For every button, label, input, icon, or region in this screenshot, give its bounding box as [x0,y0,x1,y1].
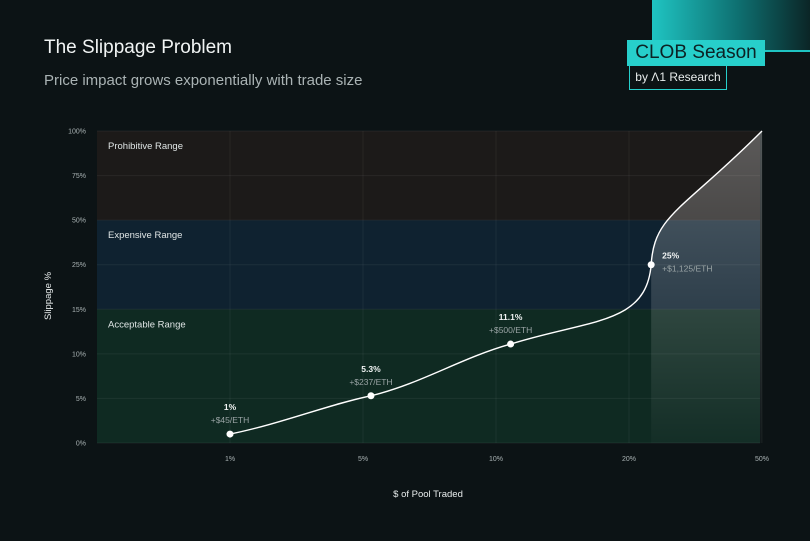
data-point [226,430,234,438]
band-2 [97,131,760,221]
data-point-sublabel: +$500/ETH [489,325,532,335]
band-label: Expensive Range [108,230,182,241]
x-tick-label: 5% [358,456,368,463]
x-tick-label: 20% [622,456,636,463]
y-axis-label: Slippage % [43,271,54,320]
data-point-label: 11.1% [499,312,523,322]
data-point-label: 1% [224,402,237,412]
x-axis-label: $ of Pool Traded [393,489,463,500]
x-tick-label: 50% [755,456,769,463]
band-label: Prohibitive Range [108,141,183,152]
y-tick-label: 0% [76,441,86,448]
data-point [507,340,515,348]
data-point-sublabel: +$45/ETH [211,415,250,425]
chart-title: The Slippage Problem [44,37,232,58]
brand-logo-main: CLOB Season [627,40,765,66]
x-tick-label: 10% [489,456,503,463]
band-label: Acceptable Range [108,319,186,330]
data-point-label: 5.3% [361,364,381,374]
brand-line [762,50,810,52]
y-tick-label: 5% [76,396,86,403]
data-point-sublabel: +$1,125/ETH [662,264,712,274]
data-point-label: 25% [662,251,679,261]
slippage-curve [229,130,763,435]
brand-logo-sub: by Λ1 Research [629,66,727,90]
data-point [367,392,375,400]
y-tick-label: 75% [72,173,86,180]
y-tick-label: 50% [72,218,86,225]
y-tick-label: 10% [72,351,86,358]
y-tick-label: 15% [72,307,86,314]
curve-fill [651,131,762,443]
data-point-sublabel: +$237/ETH [349,377,392,387]
y-tick-label: 100% [68,129,86,136]
y-tick-label: 25% [72,262,86,269]
data-point [647,261,655,269]
chart-subtitle: Price impact grows exponentially with tr… [44,72,363,89]
x-tick-label: 1% [225,456,235,463]
